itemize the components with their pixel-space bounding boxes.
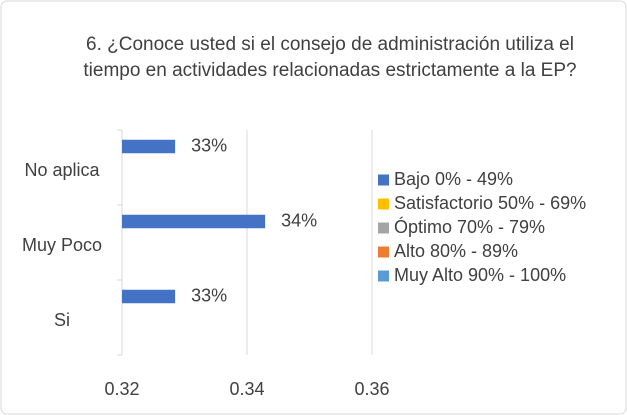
data-label: 34% — [281, 210, 317, 230]
bar — [122, 139, 176, 154]
legend-label: Óptimo 70% - 79% — [394, 216, 545, 237]
legend-swatch — [378, 174, 389, 186]
data-label: 33% — [191, 135, 227, 155]
y-tick-label: Muy Poco — [22, 235, 102, 255]
data-label: 33% — [191, 285, 227, 305]
legend-swatch — [378, 246, 389, 258]
y-tick-label: Si — [54, 310, 70, 330]
chart-title: 6. ¿Conoce usted si el consejo de admini… — [83, 34, 577, 81]
legend-label: Satisfactorio 50% - 69% — [394, 193, 586, 213]
legend-swatch — [378, 198, 389, 210]
x-tick-label: 0.32 — [104, 379, 139, 399]
y-tick-label: No aplica — [24, 160, 100, 180]
legend-label: Bajo 0% - 49% — [394, 169, 513, 189]
x-tick-label: 0.36 — [354, 379, 389, 399]
bar — [122, 214, 266, 229]
x-tick-label: 0.34 — [229, 379, 264, 399]
legend-label: Muy Alto 90% - 100% — [394, 265, 566, 285]
legend-swatch — [378, 222, 389, 234]
bar — [122, 289, 176, 304]
legend-label: Alto 80% - 89% — [394, 241, 518, 261]
legend-swatch — [378, 270, 389, 282]
